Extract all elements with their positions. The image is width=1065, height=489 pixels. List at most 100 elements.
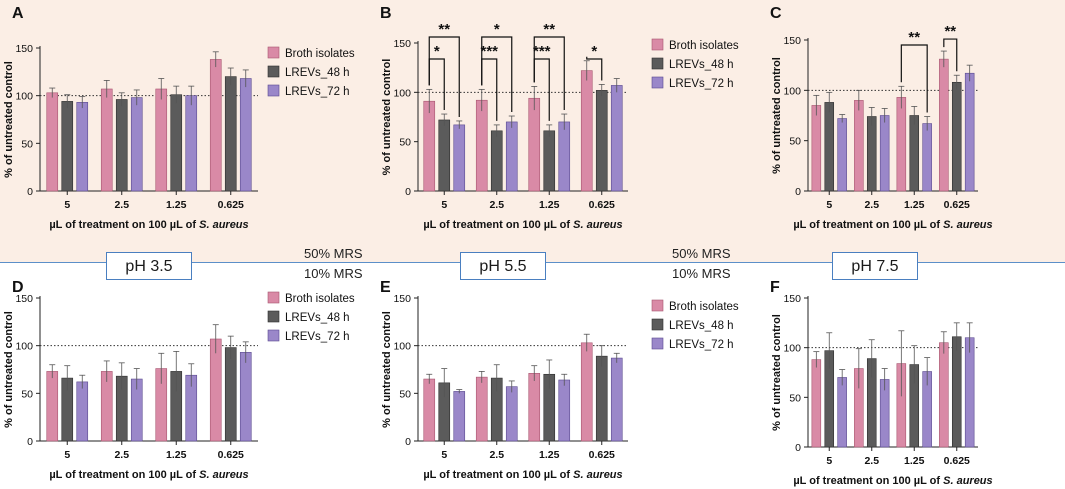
bar-b-5-series2: [453, 124, 466, 192]
y-tick-label: 100: [15, 91, 33, 103]
mrs-10-label-left: 10% MRS: [304, 266, 363, 281]
bar-e-1.25-series0: [528, 373, 541, 442]
legend-swatch-0: [651, 38, 664, 51]
bar-a-5-series1: [61, 101, 74, 192]
panel-letter-b: B: [380, 5, 392, 22]
legend-swatch-1: [267, 310, 280, 323]
legend-swatch-2: [651, 76, 664, 89]
y-axis-title-d: % of untreated control: [3, 311, 15, 428]
panel-letter-c: C: [770, 5, 782, 22]
x-tick-label: 5: [441, 449, 447, 461]
bar-b-2.5-series2: [505, 121, 518, 192]
legend-label-2: LREVs_72 h: [669, 339, 734, 351]
bar-b-0.625-series2: [610, 85, 623, 192]
legend-swatch-0: [651, 299, 664, 312]
y-tick-label: 100: [783, 85, 801, 97]
bar-d-0.625-series1: [224, 347, 237, 442]
x-axis-title-prefix: µL of treatment on 100 µL of: [793, 219, 943, 231]
bar-b-5-series1: [438, 119, 451, 192]
legend-label-1: LREVs_48 h: [285, 312, 350, 324]
bar-f-0.625-series1: [951, 336, 962, 448]
significance-bracket: [533, 36, 565, 111]
bar-a-0.625-series2: [239, 78, 252, 192]
y-axis-title-c: % of untreated control: [771, 57, 783, 174]
bar-e-2.5-series0: [475, 376, 488, 442]
y-tick-label: 150: [393, 293, 411, 305]
bar-c-0.625-series2: [964, 72, 975, 192]
y-tick-label: 0: [795, 442, 801, 454]
significance-label: *: [434, 43, 440, 60]
significance-label: **: [944, 23, 956, 40]
bar-d-5-series2: [76, 381, 89, 442]
x-axis-title-a: µL of treatment on 100 µL of S. aureus: [49, 219, 248, 231]
chart-panel-c: C % of untreated control 0 50 100 150 5 2.5 1.25…: [770, 5, 993, 231]
mrs-50-label-left: 50% MRS: [304, 246, 363, 261]
bar-a-1.25-series2: [185, 95, 198, 192]
y-tick-label: 0: [795, 186, 801, 198]
bar-c-5-series1: [824, 102, 835, 192]
bar-e-5-series0: [423, 378, 436, 442]
y-tick-label: 150: [15, 43, 33, 55]
legend-label-0: Broth isolates: [669, 40, 739, 52]
bar-c-0.625-series0: [939, 58, 949, 192]
x-tick-label: 5: [826, 455, 832, 467]
x-axis-title-d: µL of treatment on 100 µL of S. aureus: [49, 469, 248, 481]
x-tick-label: 5: [826, 199, 832, 211]
x-tick-label: 1.25: [166, 199, 187, 211]
bar-a-5-series0: [46, 92, 59, 192]
x-axis-title-prefix: µL of treatment on 100 µL of: [423, 469, 573, 481]
x-tick-label: 0.625: [944, 455, 970, 467]
significance-bracket: [428, 36, 460, 117]
y-tick-label: 50: [21, 388, 33, 400]
x-tick-label: 2.5: [489, 199, 504, 211]
chart-panel-b: B % of untreated control 0 50 100 150 5 2.5 1.25…: [380, 5, 739, 231]
bar-a-2.5-series0: [100, 88, 113, 192]
bar-a-2.5-series1: [115, 99, 128, 192]
legend-label-2: LREVs_72 h: [669, 78, 734, 90]
x-tick-label: 1.25: [904, 199, 925, 211]
y-tick-label: 0: [27, 186, 33, 198]
x-tick-label: 2.5: [114, 199, 129, 211]
bar-a-0.625-series1: [224, 76, 237, 192]
x-tick-label: 2.5: [864, 199, 879, 211]
significance-label: ***: [533, 43, 551, 60]
x-axis-title-prefix: µL of treatment on 100 µL of: [423, 219, 573, 231]
bar-c-2.5-series2: [879, 115, 890, 192]
y-tick-label: 50: [399, 137, 411, 149]
legend-swatch-2: [267, 84, 280, 97]
y-tick-label: 150: [783, 293, 801, 305]
significance-bracket: [481, 36, 513, 113]
x-axis-title-organism: S. aureus: [943, 475, 993, 487]
x-axis-title-organism: S. aureus: [199, 469, 249, 481]
y-tick-label: 150: [393, 38, 411, 50]
x-axis-title-organism: S. aureus: [573, 219, 623, 231]
x-axis-title-prefix: µL of treatment on 100 µL of: [49, 219, 199, 231]
bar-a-0.625-series0: [209, 59, 222, 192]
bar-e-0.625-series0: [580, 342, 593, 442]
panel-letter-e: E: [380, 279, 391, 296]
x-tick-label: 1.25: [539, 449, 560, 461]
bar-c-0.625-series1: [951, 81, 962, 192]
legend-swatch-1: [651, 57, 664, 70]
y-tick-label: 50: [789, 392, 801, 404]
bar-a-1.25-series0: [155, 88, 168, 192]
x-tick-label: 2.5: [114, 449, 129, 461]
y-tick-label: 0: [405, 186, 411, 198]
legend-swatch-2: [267, 329, 280, 342]
legend-label-0: Broth isolates: [285, 293, 355, 305]
x-axis-title-prefix: µL of treatment on 100 µL of: [793, 475, 943, 487]
x-tick-label: 2.5: [489, 449, 504, 461]
y-tick-label: 50: [789, 136, 801, 148]
legend-label-1: LREVs_48 h: [669, 59, 734, 71]
bar-b-1.25-series2: [558, 121, 571, 192]
bar-c-1.25-series2: [922, 123, 932, 192]
bar-e-2.5-series2: [505, 386, 518, 442]
y-tick-label: 0: [27, 436, 33, 448]
bar-f-0.625-series0: [939, 342, 949, 448]
ph-7-5-label: pH 7.5: [832, 252, 918, 280]
bar-b-2.5-series1: [490, 130, 503, 192]
y-tick-label: 100: [393, 87, 411, 99]
mrs-50-label-right: 50% MRS: [672, 246, 731, 261]
bar-e-0.625-series1: [595, 355, 608, 442]
